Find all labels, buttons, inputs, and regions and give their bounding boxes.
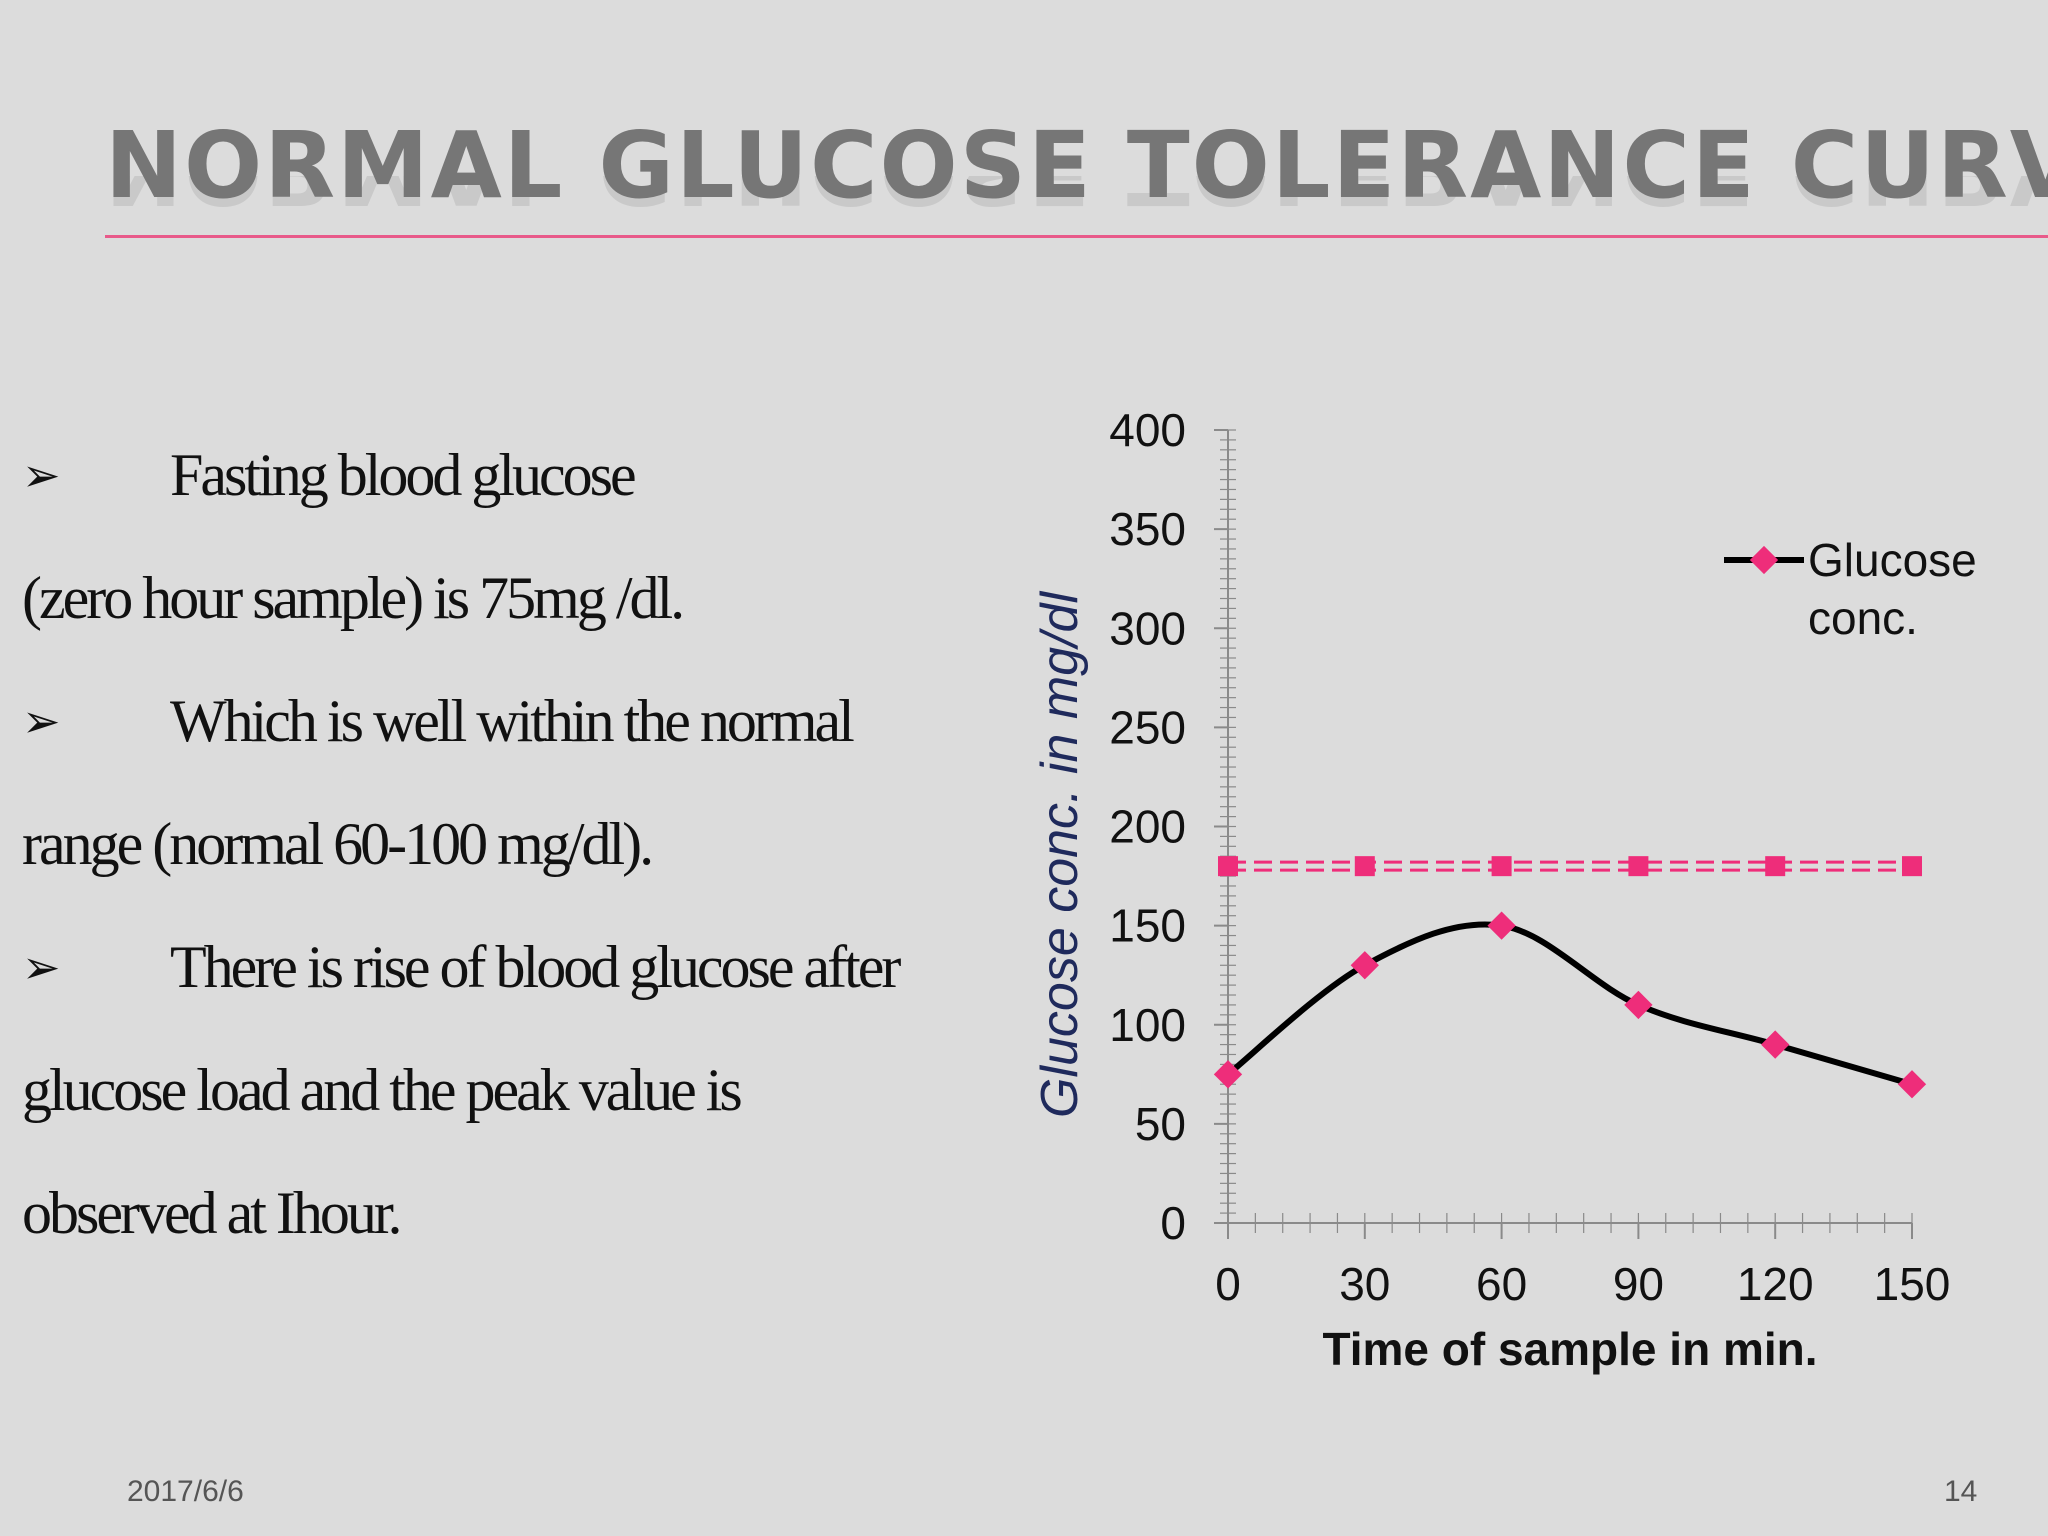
body-line-text: There is rise of blood glucose after <box>170 934 901 1000</box>
arrow-bullet-icon: ➢ <box>22 940 61 994</box>
body-line-text: Fasting blood glucose <box>170 442 637 508</box>
body-line-text: range (normal 60-100 mg/dl). <box>22 811 654 877</box>
y-tick-label: 100 <box>1109 999 1186 1051</box>
legend-label: conc. <box>1808 592 1918 644</box>
diamond-marker <box>1487 911 1516 940</box>
y-tick-label: 0 <box>1160 1197 1186 1249</box>
y-tick-label: 50 <box>1135 1098 1186 1150</box>
diamond-marker <box>1897 1070 1927 1099</box>
arrow-bullet-icon: ➢ <box>22 448 61 502</box>
chart-series <box>1213 856 1927 1099</box>
slide-date: 2017/6/6 <box>127 1475 244 1508</box>
diamond-marker <box>1213 1060 1243 1089</box>
x-tick-label: 150 <box>1874 1258 1951 1310</box>
body-line: range (normal 60-100 mg/dl). <box>22 799 1012 922</box>
legend-diamond-marker <box>1749 545 1779 575</box>
x-axis-label: Time of sample in min. <box>1322 1323 1817 1375</box>
slide-page-number: 14 <box>1944 1475 1978 1508</box>
square-marker <box>1902 856 1922 877</box>
arrow-bullet-icon: ➢ <box>22 694 61 748</box>
y-axis-label: Glucose conc. in mg/dl <box>1031 591 1089 1118</box>
diamond-marker <box>1350 951 1379 980</box>
diamond-marker <box>1624 990 1653 1020</box>
x-tick-label: 120 <box>1737 1258 1814 1310</box>
square-marker <box>1218 856 1238 877</box>
glucose-tolerance-chart: 0 50 100 150 200 250 300 350 400 0 30 60 90 120 150 Gl… <box>1031 404 1977 1375</box>
glucose-curve-line <box>1225 921 1915 1088</box>
body-line-text: Which is well within the normal <box>170 688 855 754</box>
body-line: (zero hour sample) is 75mg /dl. <box>22 553 1012 676</box>
body-line: ➢ Which is well within the normal <box>22 676 1012 799</box>
x-tick-label: 30 <box>1339 1258 1390 1310</box>
diamond-marker <box>1761 1030 1790 1059</box>
body-line: ➢ Fasting blood glucose <box>22 430 1012 553</box>
y-tick-label: 350 <box>1109 503 1186 555</box>
body-line-text: glucose load and the peak value is <box>22 1057 743 1123</box>
body-line-text: observed at Ihour. <box>22 1180 403 1246</box>
chart-legend: Glucose conc. <box>1724 534 1977 644</box>
y-tick-label: 150 <box>1109 900 1186 952</box>
slide-title: NORMAL GLUCOSE TOLERANCE CURVE <box>105 112 2048 219</box>
x-tick-label: 60 <box>1476 1258 1527 1310</box>
y-tick-label: 200 <box>1109 801 1186 853</box>
body-line: ➢ There is rise of blood glucose after <box>22 922 1012 1045</box>
legend-label: Glucose <box>1808 534 1977 586</box>
y-tick-label: 300 <box>1109 602 1186 654</box>
square-marker <box>1491 856 1512 877</box>
title-underline <box>105 235 2048 238</box>
body-text: ➢ Fasting blood glucose (zero hour sample… <box>22 430 1012 1291</box>
y-tick-label: 250 <box>1109 701 1186 753</box>
square-marker <box>1628 856 1649 877</box>
x-tick-label: 0 <box>1215 1258 1241 1310</box>
body-line: glucose load and the peak value is <box>22 1045 1012 1168</box>
x-tick-label: 90 <box>1613 1258 1664 1310</box>
square-marker <box>1765 856 1786 877</box>
body-line: observed at Ihour. <box>22 1168 1012 1291</box>
chart-axes: 0 50 100 150 200 250 300 350 400 0 30 60 90 120 150 <box>1109 404 1950 1310</box>
slide-title-reflection: NORMAL GLUCOSE TOLERANCE CURVE <box>105 176 2048 216</box>
body-line-text: (zero hour sample) is 75mg /dl. <box>22 565 685 631</box>
y-tick-label: 400 <box>1109 404 1186 456</box>
square-marker <box>1354 856 1375 877</box>
